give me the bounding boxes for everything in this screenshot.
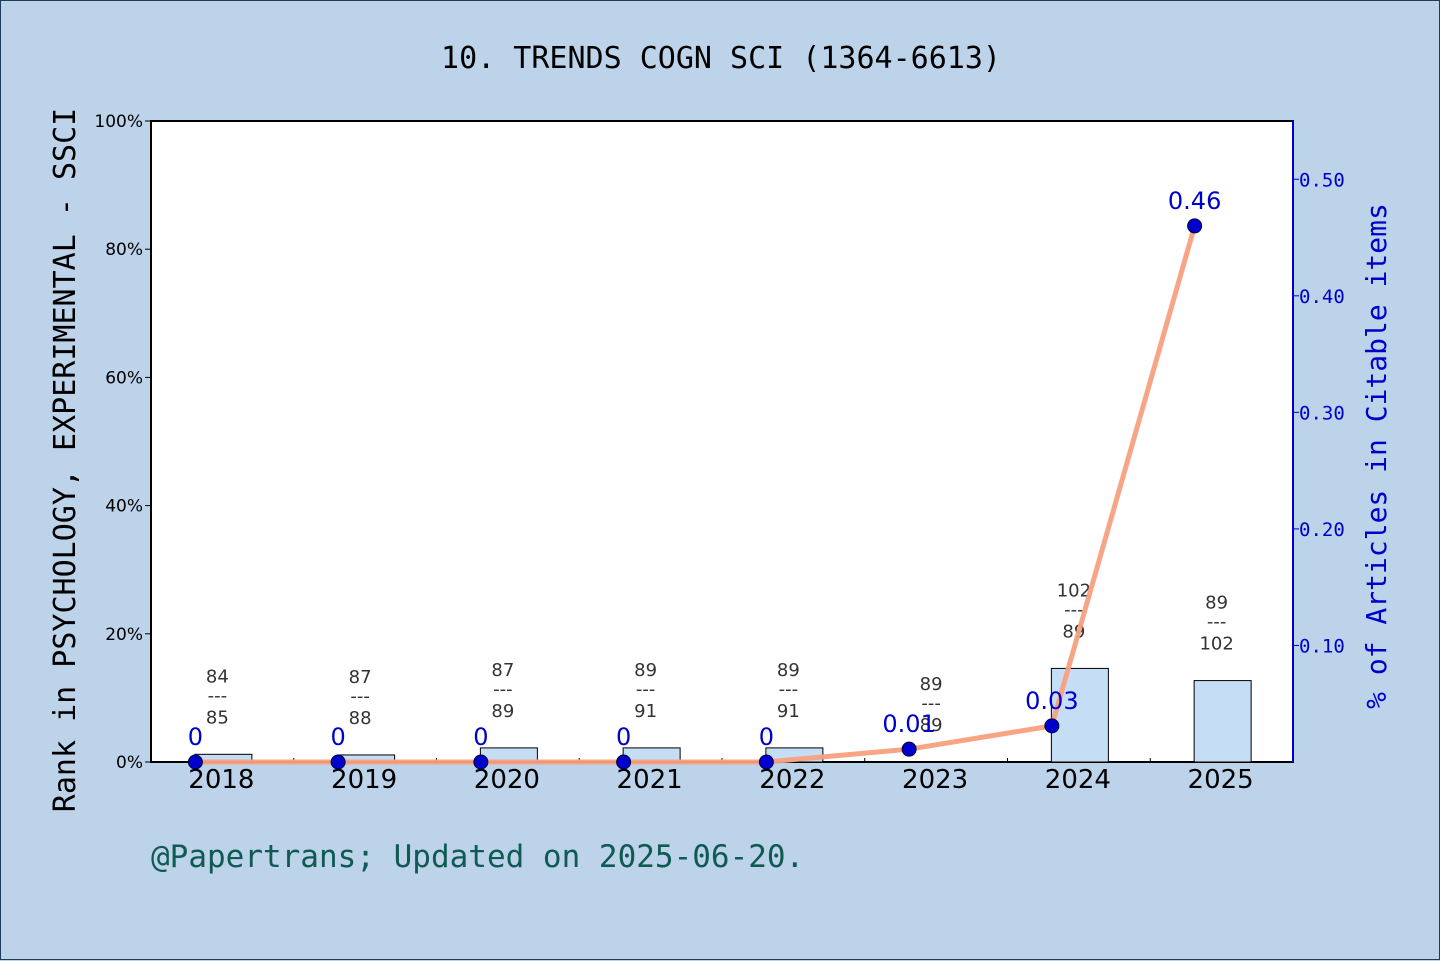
right-tick-label: 0.40 <box>1299 286 1345 308</box>
rank-separator: --- <box>779 679 799 700</box>
left-tick-label: 0% <box>116 753 143 773</box>
right-tick-label: 0.30 <box>1299 402 1345 424</box>
x-tick-label: 2021 <box>617 765 683 795</box>
rank-separator: --- <box>493 679 513 700</box>
rank-separator: --- <box>921 693 941 714</box>
citable-items-point <box>901 741 917 757</box>
rank-separator: --- <box>350 686 370 707</box>
left-tick-label: 60% <box>105 368 143 388</box>
total-label: 85 <box>206 707 229 728</box>
citable-items-point <box>473 754 489 770</box>
citable-items-value-label: 0.03 <box>1025 687 1078 715</box>
left-axis-label: Rank in PSYCHOLOGY, EXPERIMENTAL - SSCI <box>48 108 83 812</box>
citable-items-point <box>616 754 632 770</box>
rank-label: 89 <box>920 674 943 695</box>
citable-items-point <box>1187 218 1203 234</box>
citable-items-point <box>1044 718 1060 734</box>
rank-separator: --- <box>208 685 228 706</box>
x-tick-label: 2020 <box>474 765 540 795</box>
left-tick-label: 40% <box>105 497 143 517</box>
citable-items-value-label: 0 <box>188 723 203 751</box>
x-tick-label: 2019 <box>331 765 397 795</box>
rank-label: 102 <box>1057 580 1091 601</box>
total-label: 91 <box>634 701 657 722</box>
total-label: 89 <box>920 715 943 736</box>
left-tick-label: 80% <box>105 240 143 260</box>
citable-items-value-label: 0.01 <box>882 710 935 738</box>
citable-items-point <box>187 754 203 770</box>
rank-bar <box>1193 680 1252 763</box>
plot-area <box>150 120 1294 763</box>
citable-items-value-label: 0.46 <box>1168 187 1221 215</box>
rank-separator: --- <box>1207 612 1227 633</box>
rank-label: 84 <box>206 666 229 687</box>
rank-label: 89 <box>777 660 800 681</box>
rank-label: 89 <box>634 660 657 681</box>
citable-items-value-label: 0 <box>759 723 774 751</box>
rank-label: 89 <box>1205 593 1228 614</box>
citable-items-value-label: 0 <box>473 723 488 751</box>
left-tick-label: 100% <box>94 112 143 132</box>
x-tick-label: 2018 <box>188 765 254 795</box>
total-label: 89 <box>491 701 514 722</box>
x-tick-label: 2022 <box>759 765 825 795</box>
total-label: 88 <box>349 708 372 729</box>
x-tick-label: 2024 <box>1045 765 1111 795</box>
citable-items-point <box>758 754 774 770</box>
rank-separator: --- <box>1064 599 1084 620</box>
right-tick-label: 0.50 <box>1299 169 1345 191</box>
total-label: 91 <box>777 701 800 722</box>
citable-items-point <box>330 754 346 770</box>
x-tick-label: 2025 <box>1188 765 1254 795</box>
rank-label: 87 <box>491 660 514 681</box>
footer-text: @Papertrans; Updated on 2025-06-20. <box>151 839 804 875</box>
citable-items-value-label: 0 <box>330 723 345 751</box>
rank-separator: --- <box>636 679 656 700</box>
rank-label: 87 <box>349 667 372 688</box>
rank-bar <box>1050 667 1109 763</box>
right-axis-label: % of Articles in Citable items <box>1360 203 1393 709</box>
right-tick-label: 0.20 <box>1299 519 1345 541</box>
citable-items-line <box>195 225 1198 765</box>
x-tick-label: 2023 <box>902 765 968 795</box>
citable-items-value-label: 0 <box>616 723 631 751</box>
right-tick-label: 0.10 <box>1299 635 1345 657</box>
chart-title: 10. TRENDS COGN SCI (1364-6613) <box>441 41 1001 76</box>
left-tick-label: 20% <box>105 625 143 645</box>
total-label: 102 <box>1199 634 1233 655</box>
